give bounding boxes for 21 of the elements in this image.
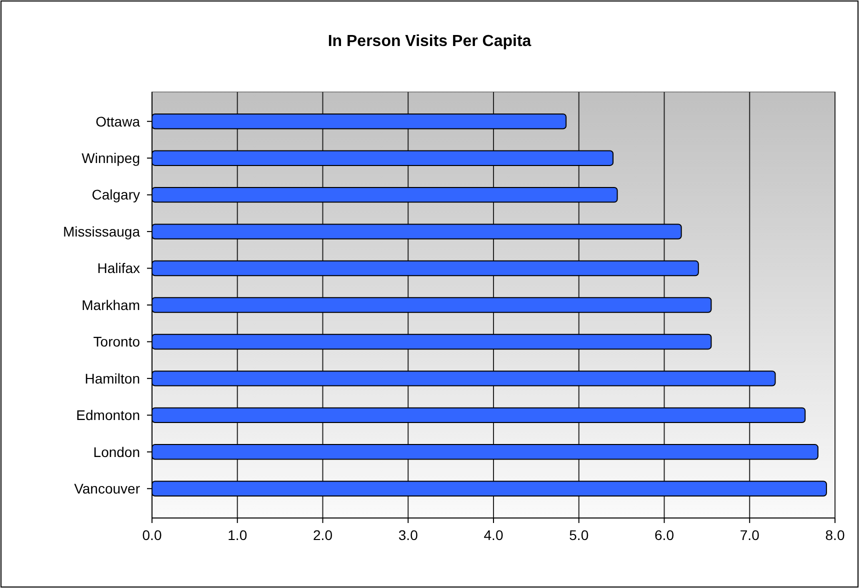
x-tick-label: 7.0 [740, 527, 760, 543]
y-tick-label: Mississauga [62, 223, 140, 240]
y-tick-label: Winnipeg [82, 150, 140, 166]
x-tick-label: 3.0 [398, 527, 418, 543]
y-tick-label: Ottawa [96, 113, 140, 130]
y-tick-label: Calgary [92, 186, 140, 203]
y-tick-label: London [93, 444, 140, 460]
chart-title: In Person Visits Per Capita [328, 33, 532, 50]
y-tick-label: Hamilton [84, 370, 140, 386]
x-tick-label: 2.0 [313, 527, 333, 543]
y-tick-label: Edmonton [76, 407, 140, 424]
y-tick-label: Halifax [97, 260, 140, 276]
y-tick-label: Vancouver [74, 480, 140, 497]
x-tick-label: 4.0 [484, 527, 504, 543]
y-tick-label: Markham [82, 296, 140, 313]
x-tick-label: 8.0 [825, 527, 845, 543]
x-tick-label: 1.0 [228, 527, 248, 543]
y-tick-label: Toronto [93, 334, 140, 350]
x-tick-label: 6.0 [654, 527, 674, 543]
x-tick-label: 0.0 [142, 527, 162, 543]
x-tick-label: 5.0 [569, 527, 589, 543]
